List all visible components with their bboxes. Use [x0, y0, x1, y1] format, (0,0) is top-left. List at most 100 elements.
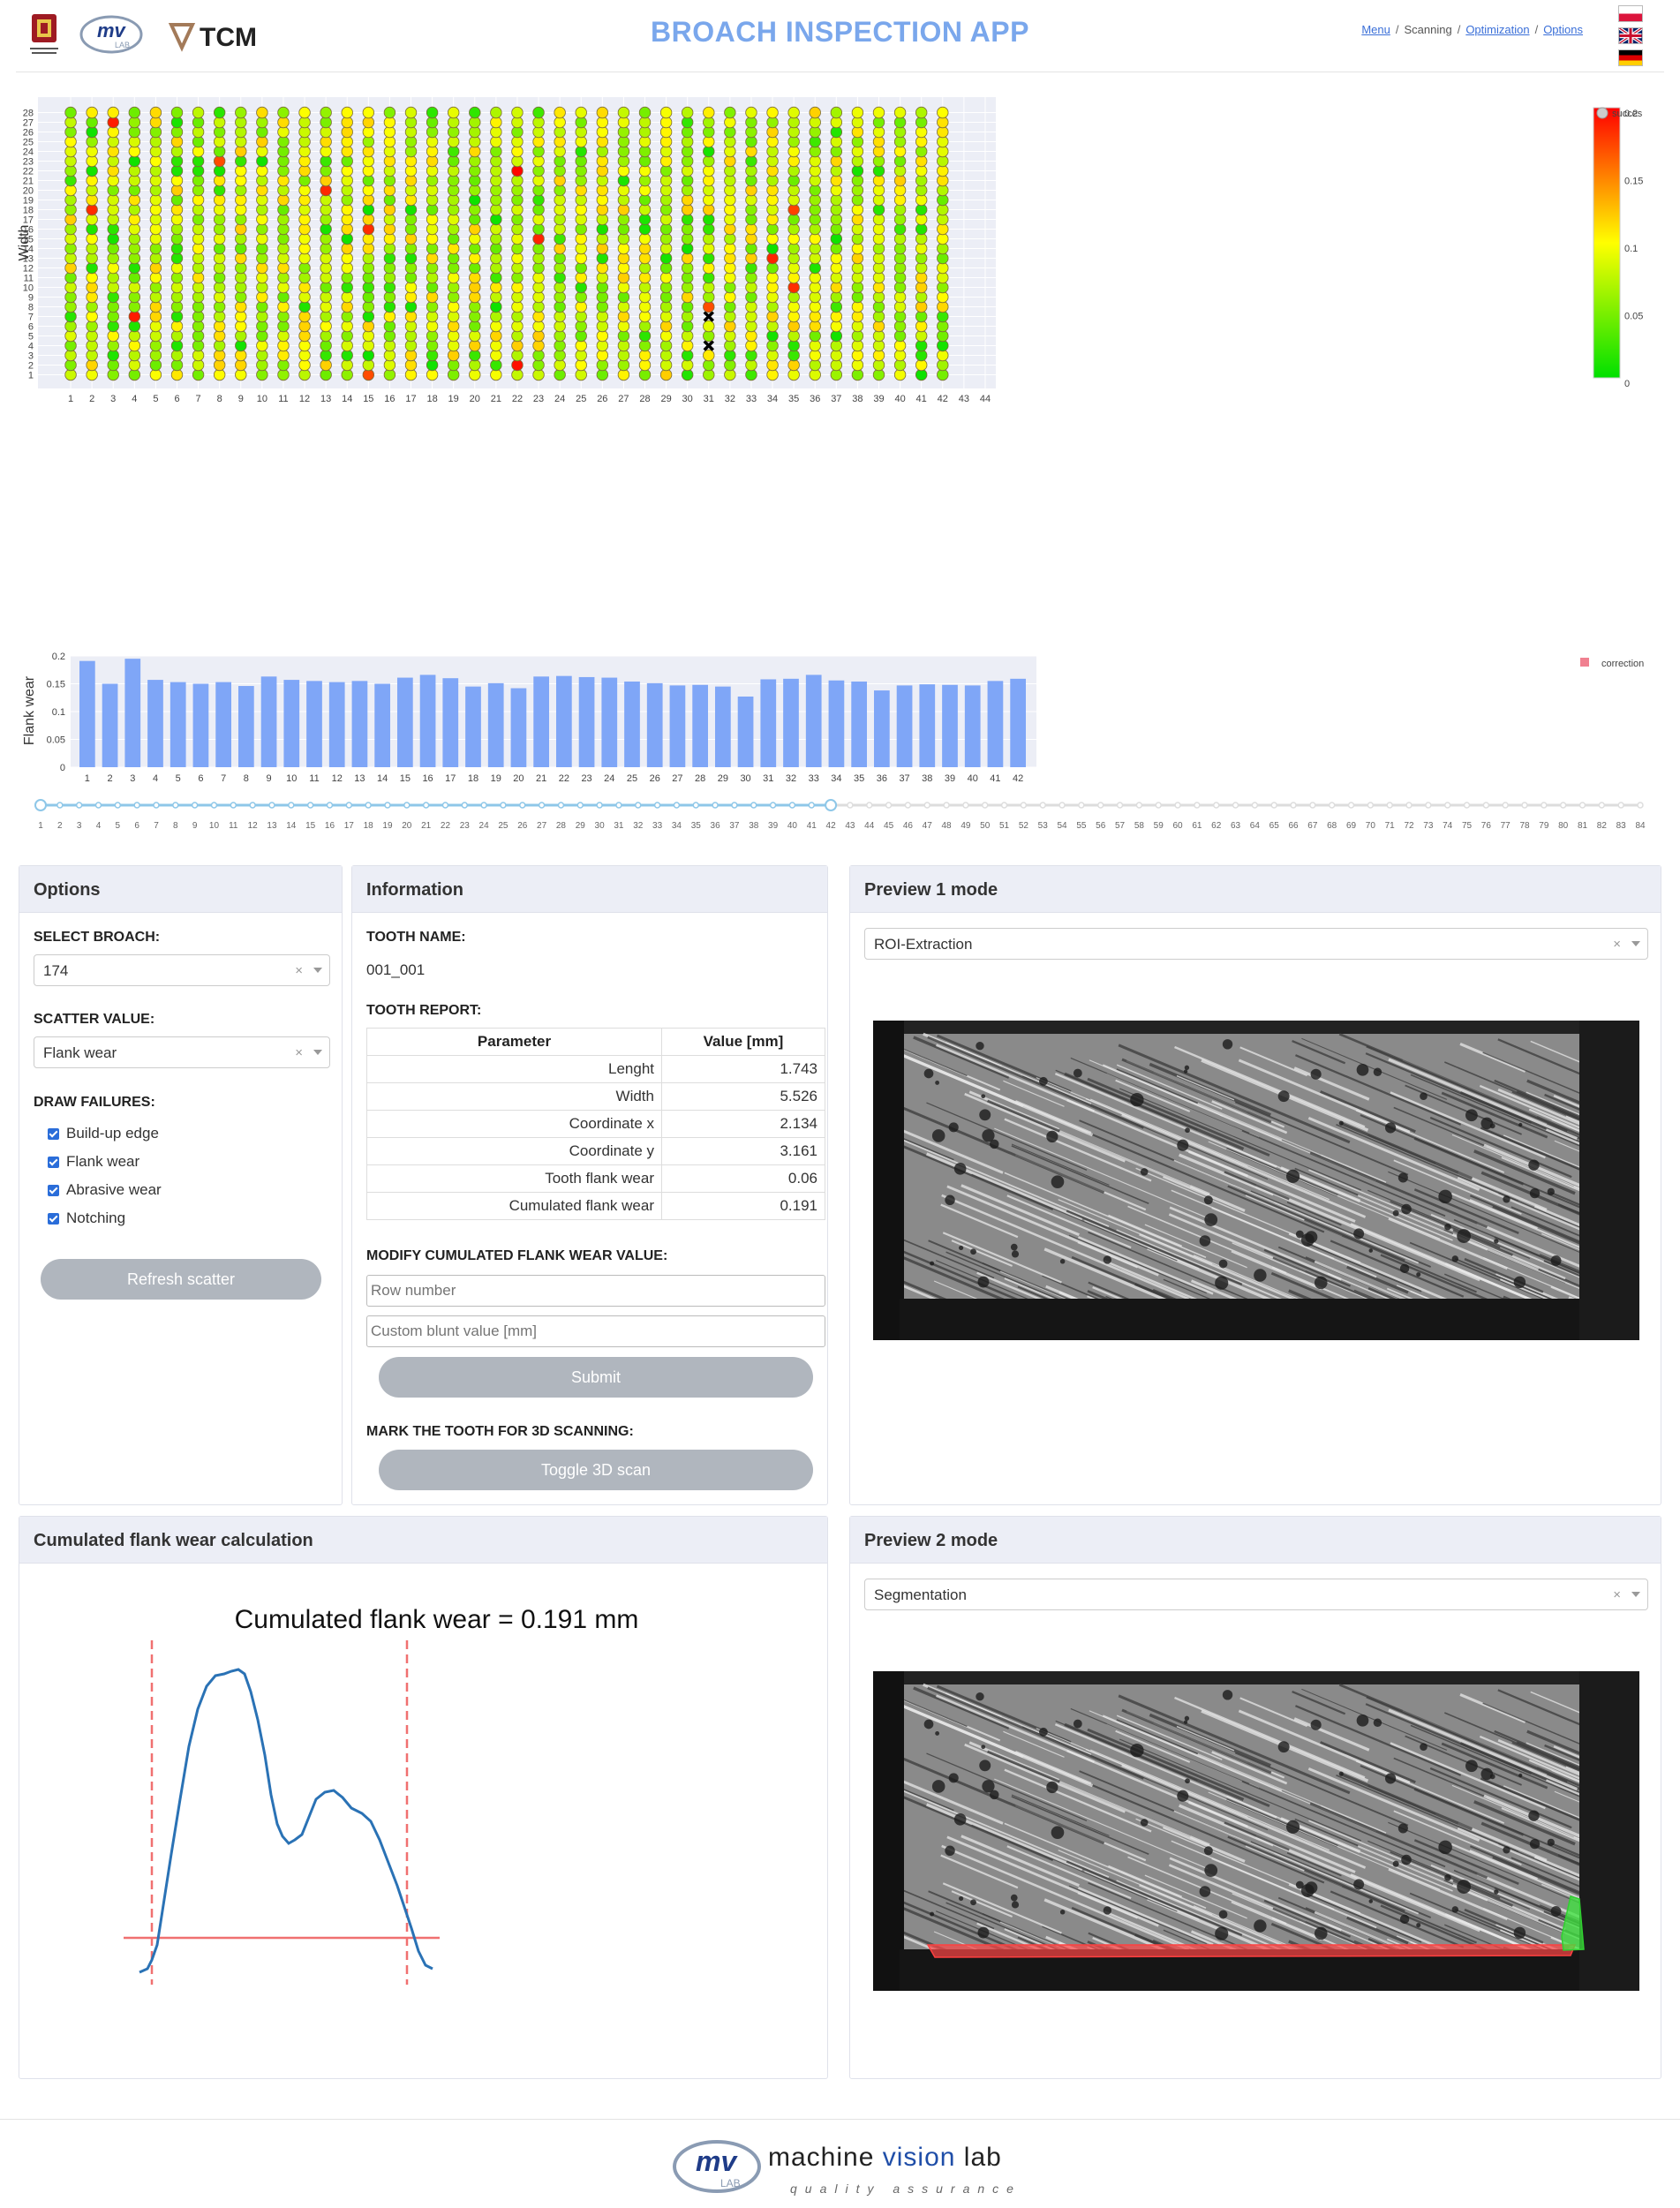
cumulated-flank-wear-panel: Cumulated flank wear calculation Cumulat… — [19, 1516, 828, 2079]
texture-stripe — [942, 1232, 1062, 1284]
report-value: 0.191 — [661, 1192, 825, 1220]
checkbox-checked-icon[interactable] — [48, 1184, 59, 1196]
refresh-scatter-button[interactable]: Refresh scatter — [41, 1259, 321, 1300]
breadcrumb-optimization-link[interactable]: Optimization — [1465, 23, 1530, 36]
custom-blunt-value-input[interactable] — [366, 1315, 825, 1347]
y-tick-label: 18 — [23, 206, 34, 216]
checkbox-checked-icon[interactable] — [48, 1127, 59, 1140]
slider-dot — [596, 802, 603, 809]
slider-dot — [1058, 802, 1066, 809]
x-tick-label: 17 — [405, 394, 416, 404]
slider-dot — [692, 802, 700, 809]
slider-tick-label: 52 — [1019, 821, 1029, 831]
flag-pl-icon[interactable] — [1618, 5, 1643, 22]
toggle-3d-scan-button[interactable]: Toggle 3D scan — [379, 1450, 813, 1490]
broach-select[interactable]: 174 × — [34, 954, 330, 986]
texture-spot — [1373, 1067, 1382, 1077]
texture-stripe — [893, 1050, 1024, 1108]
breadcrumb-options-link[interactable]: Options — [1543, 23, 1583, 36]
data-point — [703, 349, 715, 362]
breadcrumb-menu-link[interactable]: Menu — [1361, 23, 1390, 36]
failure-checkbox-flank-wear[interactable]: Flank wear — [48, 1153, 139, 1171]
texture-stripe — [1066, 1860, 1243, 1937]
y-tick-label: 0.05 — [47, 735, 65, 746]
texture-stripe — [1116, 1064, 1223, 1110]
texture-spot — [1277, 1090, 1290, 1103]
checkbox-checked-icon[interactable] — [48, 1156, 59, 1168]
bar — [624, 681, 640, 767]
scatter-value-select[interactable]: Flank wear × — [34, 1036, 330, 1068]
data-point — [659, 106, 673, 119]
row-number-input[interactable] — [366, 1275, 825, 1307]
texture-stripe — [1077, 1887, 1214, 1946]
clear-icon[interactable]: × — [295, 1045, 303, 1060]
chevron-down-icon[interactable] — [313, 968, 322, 973]
chevron-down-icon[interactable] — [1631, 1592, 1640, 1597]
texture-spot — [1177, 1139, 1189, 1151]
slider-dot — [133, 802, 140, 809]
texture-stripe — [1464, 1908, 1544, 1944]
texture-spot — [1204, 1213, 1218, 1226]
slider-tick-label: 66 — [1288, 821, 1299, 831]
texture-spot — [1401, 1203, 1412, 1215]
texture-stripe — [1309, 1802, 1488, 1880]
failure-checkbox-build-up-edge[interactable]: Build-up edge — [48, 1125, 159, 1142]
bar — [238, 686, 254, 767]
dark-edge — [900, 1299, 1579, 1340]
texture-spot — [1103, 1906, 1112, 1915]
slider-tick-label: 42 — [826, 821, 837, 831]
texture-spot — [1185, 1778, 1190, 1784]
texture-stripe — [946, 1835, 1159, 1927]
y-tick-label: 13 — [23, 254, 34, 265]
texture-stripe — [961, 1835, 1080, 1888]
texture-stripe — [1004, 1118, 1152, 1182]
flank-wear-bar-chart[interactable]: 00.050.10.150.21 2 3 4 5 6 7 8 9 10 11 12 13 14 15 16 17… — [16, 649, 1664, 781]
texture-spot — [1254, 1269, 1267, 1282]
slider-handle[interactable] — [34, 799, 47, 811]
slider-tick-label: 63 — [1231, 821, 1241, 831]
charts-area: 1 2 3 4 5 6 7 8 9 10 11 12 13 14 15 16 17 18 19 20 21 22 23 24 2… — [16, 97, 1664, 848]
tooth-name-label: TOOTH NAME: — [366, 930, 466, 945]
texture-stripe — [1239, 1046, 1308, 1077]
chevron-down-icon[interactable] — [313, 1050, 322, 1055]
texture-spot — [1295, 1230, 1304, 1239]
texture-stripe — [893, 1700, 1024, 1759]
slider-tick-label: 71 — [1385, 821, 1396, 831]
texture-stripe — [1169, 1857, 1342, 1932]
preview-1-mode-select[interactable]: ROI-Extraction × — [864, 928, 1648, 960]
flag-gb-icon[interactable] — [1618, 27, 1643, 44]
tooth-range-slider[interactable]: 1 2 3 4 5 6 7 8 9 10 11 12 13 14 15 16 17 18 19 20 21 22 23 24 2… — [16, 795, 1664, 848]
legend-label: succes — [1612, 109, 1643, 119]
checkbox-checked-icon[interactable] — [48, 1212, 59, 1225]
slider-tick-label: 76 — [1481, 821, 1492, 831]
clear-icon[interactable]: × — [295, 963, 303, 978]
slider-dot — [635, 802, 642, 809]
preview-2-mode-select[interactable]: Segmentation × — [864, 1579, 1648, 1610]
slider-handle[interactable] — [825, 799, 838, 811]
clear-icon[interactable]: × — [1613, 937, 1621, 952]
texture-spot — [1046, 1781, 1058, 1794]
texture-stripe — [1232, 1242, 1319, 1280]
submit-button[interactable]: Submit — [379, 1357, 813, 1398]
flag-de-icon[interactable] — [1618, 49, 1643, 66]
data-point — [787, 106, 800, 119]
flank-wear-scatter-chart[interactable]: 1 2 3 4 5 6 7 8 9 10 11 12 13 14 15 16 17 18 19 20 21 22 23 24 2… — [16, 97, 1664, 636]
failure-checkbox-notching[interactable]: Notching — [48, 1210, 125, 1227]
x-tick-label: 16 — [422, 773, 433, 781]
slider-tick-label: 81 — [1578, 821, 1588, 831]
texture-stripe — [1238, 1059, 1411, 1134]
texture-stripe — [1254, 1184, 1480, 1282]
texture-stripe — [1295, 1705, 1462, 1776]
footer-tagline: quality assurance — [790, 2182, 1021, 2196]
clear-icon[interactable]: × — [1613, 1587, 1621, 1602]
slider-tick-label: 2 — [57, 821, 63, 831]
x-tick-label: 30 — [682, 394, 693, 404]
chevron-down-icon[interactable] — [1631, 941, 1640, 946]
texture-spot — [982, 1129, 995, 1142]
failure-checkbox-abrasive-wear[interactable]: Abrasive wear — [48, 1181, 162, 1199]
slider-tick-label: 10 — [209, 821, 220, 831]
bar — [533, 676, 549, 767]
slider-dot — [712, 802, 719, 809]
slider-tick-label: 34 — [672, 821, 682, 831]
y-tick-label: 6 — [28, 322, 34, 333]
